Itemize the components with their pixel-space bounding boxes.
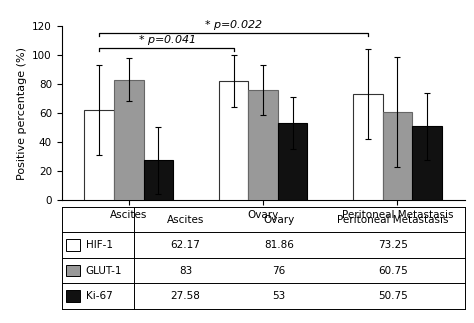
Bar — [65, 239, 80, 251]
Bar — [219, 81, 248, 200]
Text: 53: 53 — [273, 291, 286, 301]
Text: Ki-67: Ki-67 — [86, 291, 112, 301]
Text: * $p$=0.041: * $p$=0.041 — [137, 33, 195, 47]
Bar — [353, 94, 383, 200]
Text: 76: 76 — [273, 266, 286, 276]
Text: GLUT-1: GLUT-1 — [86, 266, 122, 276]
Text: 60.75: 60.75 — [378, 266, 408, 276]
Text: 73.25: 73.25 — [378, 240, 408, 250]
Bar — [383, 112, 412, 200]
Text: HIF-1: HIF-1 — [86, 240, 113, 250]
Text: 50.75: 50.75 — [378, 291, 408, 301]
Bar — [65, 290, 80, 302]
Text: Peritoneal Metastasis: Peritoneal Metastasis — [337, 214, 449, 224]
Bar — [84, 110, 114, 200]
Bar — [248, 90, 278, 200]
Text: Ovary: Ovary — [264, 214, 295, 224]
Text: * $p$=0.022: * $p$=0.022 — [204, 18, 263, 32]
Text: Ascites: Ascites — [167, 214, 204, 224]
Text: 62.17: 62.17 — [171, 240, 201, 250]
Bar — [412, 127, 442, 200]
Text: 81.86: 81.86 — [264, 240, 294, 250]
Text: 27.58: 27.58 — [171, 291, 201, 301]
Bar — [114, 80, 144, 200]
Bar — [65, 265, 80, 276]
Bar — [278, 123, 307, 200]
Y-axis label: Positive percentage (%): Positive percentage (%) — [17, 47, 27, 180]
Bar — [144, 160, 173, 200]
Text: 83: 83 — [179, 266, 192, 276]
